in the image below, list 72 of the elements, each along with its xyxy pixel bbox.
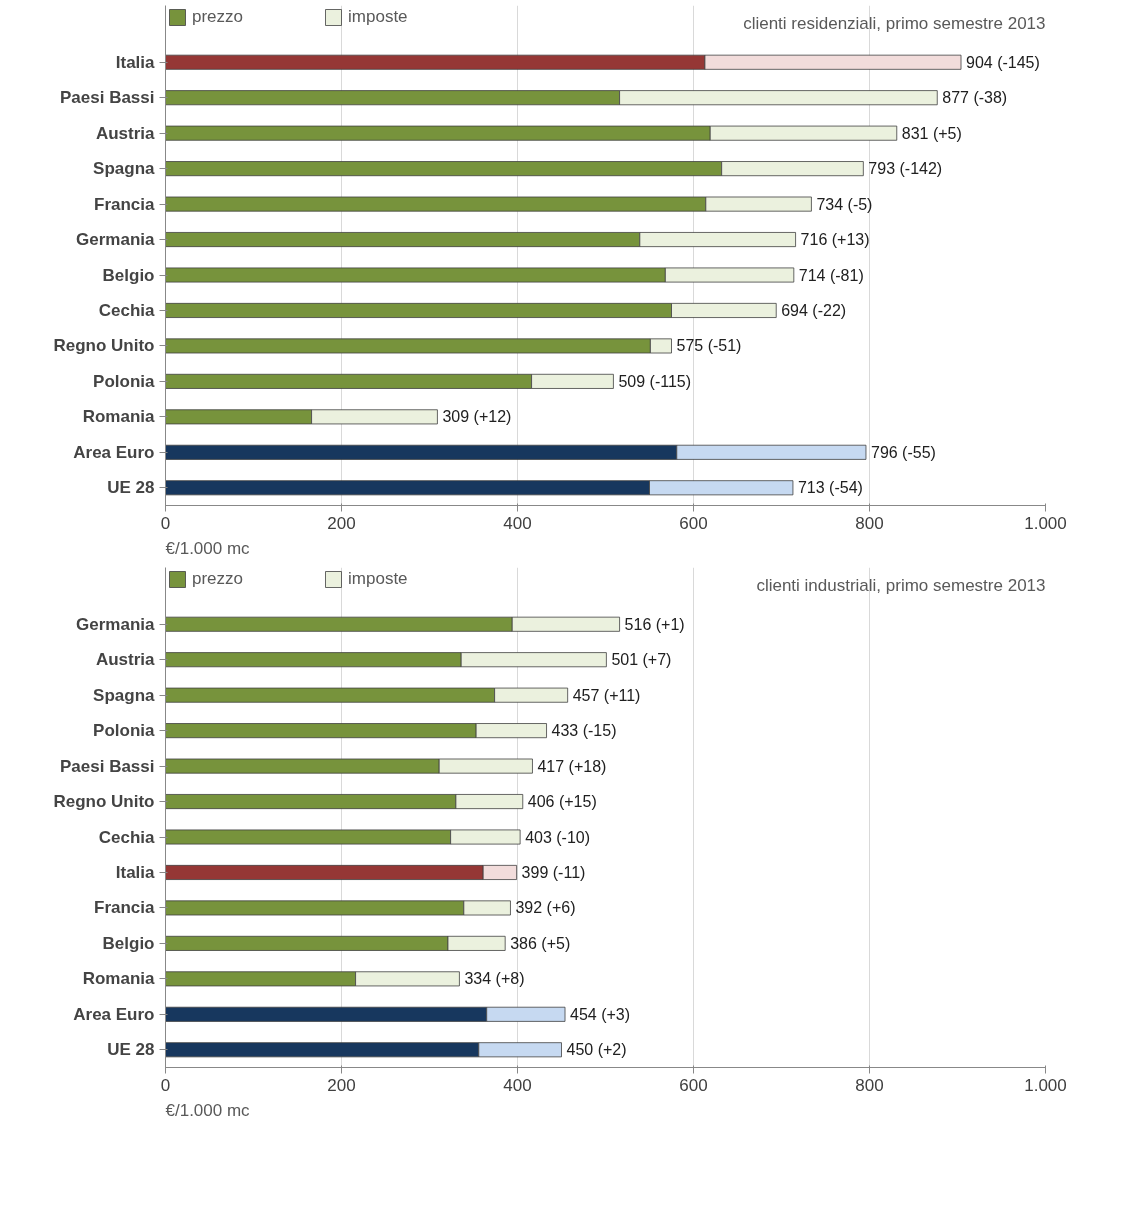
total-label: 403 (-10): [525, 828, 591, 846]
legend-label: prezzo: [192, 7, 244, 27]
y-tick-label: UE 28: [107, 478, 155, 498]
y-tick-label: Belgio: [102, 265, 155, 285]
total-label: 796 (-55): [870, 443, 936, 461]
y-tick-label: Regno Unito: [53, 792, 155, 812]
x-tick-label: 1.000: [1024, 513, 1067, 533]
y-tick-label: Francia: [94, 898, 156, 918]
y-tick-label: Romania: [82, 407, 156, 427]
y-tick-label: Paesi Bassi: [59, 756, 155, 776]
y-tick-label: Germania: [76, 230, 156, 250]
y-tick-label: UE 28: [107, 1040, 155, 1060]
total-label: 516 (+1): [624, 615, 685, 633]
y-tick-label: Romania: [82, 969, 156, 989]
y-tick-label: Francia: [94, 194, 156, 214]
y-tick-label: Area Euro: [73, 442, 155, 462]
total-label: 386 (+5): [510, 934, 571, 952]
x-tick-label: 400: [503, 1075, 532, 1095]
x-tick-label: 600: [679, 513, 708, 533]
total-label: 877 (-38): [942, 89, 1008, 107]
y-tick-label: Spagna: [93, 159, 156, 179]
total-label: 904 (-145): [966, 53, 1040, 71]
x-tick-label: 800: [855, 1075, 884, 1095]
x-tick-label: 400: [503, 513, 532, 533]
x-tick-label: 800: [855, 513, 884, 533]
y-tick-label: Polonia: [93, 721, 156, 741]
x-axis-title: €/1.000 mc: [165, 538, 251, 558]
total-label: 334 (+8): [464, 970, 525, 988]
total-label: 714 (-81): [798, 266, 864, 284]
total-label: 716 (+13): [800, 231, 870, 249]
y-tick-label: Cechia: [98, 300, 156, 320]
total-label: 454 (+3): [570, 1005, 631, 1023]
total-label: 399 (-11): [521, 863, 586, 881]
y-tick-label: Italia: [115, 862, 156, 882]
y-tick-label: Polonia: [93, 371, 156, 391]
total-label: 433 (-15): [551, 722, 617, 740]
legend-label: imposte: [348, 569, 408, 589]
y-tick-label: Spagna: [93, 685, 156, 705]
total-label: 501 (+7): [611, 651, 672, 669]
y-tick-label: Austria: [95, 123, 156, 143]
y-tick-label: Germania: [76, 614, 156, 634]
total-label: 457 (+11): [572, 686, 641, 704]
total-label: 509 (-115): [618, 372, 692, 390]
total-label: 417 (+18): [537, 757, 607, 775]
y-tick-label: Belgio: [102, 933, 155, 953]
y-tick-label: Austria: [95, 650, 156, 670]
x-tick-label: 1.000: [1024, 1075, 1067, 1095]
total-label: 575 (-51): [676, 337, 742, 355]
y-tick-label: Italia: [115, 52, 156, 72]
total-label: 831 (+5): [901, 124, 962, 142]
legend-label: prezzo: [192, 569, 244, 589]
x-tick-label: 0: [160, 1075, 171, 1095]
total-label: 694 (-22): [781, 301, 847, 319]
total-label: 309 (+12): [442, 408, 512, 426]
y-tick-label: Paesi Bassi: [59, 88, 155, 108]
y-tick-label: Area Euro: [73, 1004, 155, 1024]
x-tick-label: 0: [160, 513, 171, 533]
y-tick-label: Cechia: [98, 827, 156, 847]
x-tick-label: 200: [327, 513, 356, 533]
total-label: 793 (-142): [868, 160, 943, 178]
legend-label: imposte: [348, 7, 408, 27]
chart-subtitle: clienti residenziali, primo semestre 2013: [743, 13, 1046, 33]
x-axis-title: €/1.000 mc: [165, 1100, 251, 1120]
x-tick-label: 600: [679, 1075, 708, 1095]
total-label: 713 (-54): [797, 479, 863, 497]
total-label: 392 (+6): [515, 899, 576, 917]
total-label: 406 (+15): [527, 793, 597, 811]
y-tick-label: Regno Unito: [53, 336, 155, 356]
total-label: 450 (+2): [566, 1041, 627, 1059]
x-tick-label: 200: [327, 1075, 356, 1095]
chart-subtitle: clienti industriali, primo semestre 2013: [756, 575, 1046, 595]
total-label: 734 (-5): [816, 195, 873, 213]
